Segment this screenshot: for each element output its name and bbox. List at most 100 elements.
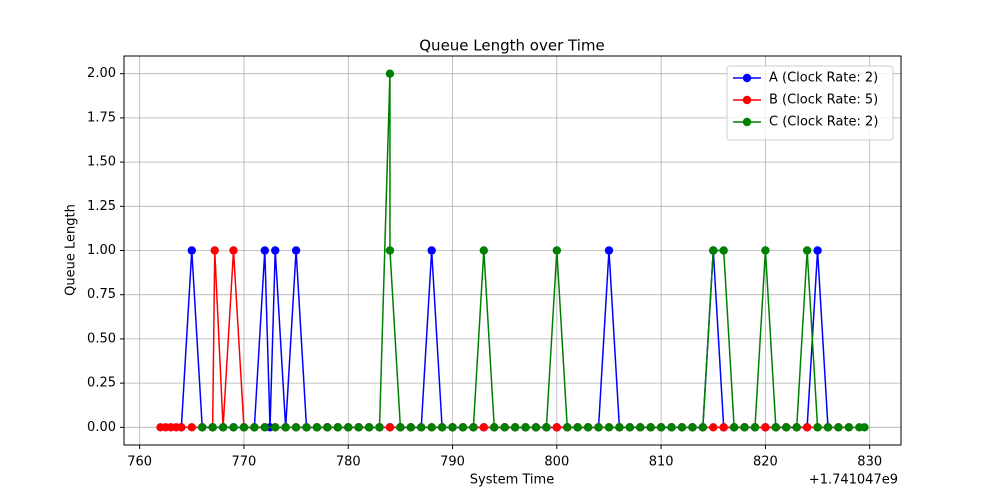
y-axis-label: Queue Length <box>64 204 79 296</box>
data-point <box>510 423 520 432</box>
data-point <box>719 423 728 432</box>
data-point <box>260 246 269 255</box>
data-point <box>177 423 186 432</box>
legend-box <box>726 65 894 141</box>
y-tick-label: 0.00 <box>87 420 116 435</box>
data-point <box>469 423 478 432</box>
data-point <box>646 423 655 432</box>
data-point <box>625 423 635 432</box>
y-tick-label: 2.00 <box>87 66 116 81</box>
legend-label: C (Clock Rate: 2) <box>769 115 878 130</box>
data-point <box>385 423 395 432</box>
data-point <box>792 423 801 432</box>
data-point <box>323 423 332 432</box>
legend-marker <box>742 117 752 127</box>
data-point <box>385 246 395 255</box>
data-point <box>364 423 374 432</box>
data-point <box>458 423 468 432</box>
data-point <box>208 423 217 432</box>
data-point <box>709 423 718 432</box>
y-tick-label: 1.50 <box>87 155 116 170</box>
data-point <box>312 423 322 432</box>
data-point <box>552 246 562 255</box>
data-point <box>594 423 603 432</box>
data-point <box>490 423 499 432</box>
data-point <box>834 423 843 432</box>
data-point <box>729 423 739 432</box>
data-point <box>583 423 593 432</box>
y-tick-label: 1.25 <box>87 199 116 214</box>
data-point <box>479 423 489 432</box>
data-point <box>521 423 530 432</box>
x-tick-label: 790 <box>440 455 465 470</box>
data-point <box>782 423 791 432</box>
data-point <box>604 423 614 432</box>
data-point <box>531 423 541 432</box>
data-point <box>604 246 614 255</box>
y-tick-label: 0.50 <box>87 331 116 346</box>
data-point <box>479 246 489 255</box>
data-point <box>210 246 219 255</box>
data-point <box>750 423 760 432</box>
data-point <box>677 423 687 432</box>
data-point <box>552 423 562 432</box>
x-tick-label: 810 <box>649 455 674 470</box>
data-point <box>761 246 770 255</box>
data-point <box>229 423 238 432</box>
data-point <box>417 423 426 432</box>
data-point <box>187 423 196 432</box>
data-point <box>823 423 833 432</box>
data-point <box>291 246 301 255</box>
data-point <box>573 423 582 432</box>
data-point <box>542 423 551 432</box>
data-point <box>860 423 869 432</box>
y-tick-label: 1.00 <box>87 243 116 258</box>
data-point <box>437 423 447 432</box>
x-tick-label: 830 <box>857 455 882 470</box>
data-point <box>250 423 259 432</box>
x-tick-label: 770 <box>232 455 257 470</box>
legend-marker <box>742 73 752 83</box>
data-point <box>333 423 343 432</box>
y-tick-label: 0.25 <box>87 376 116 391</box>
x-offset-label: +1.741047e9 <box>809 473 898 488</box>
data-point <box>636 423 645 432</box>
legend-label: B (Clock Rate: 5) <box>769 93 878 108</box>
x-tick-label: 820 <box>753 455 778 470</box>
data-point <box>563 423 572 432</box>
data-point <box>761 423 770 432</box>
x-tick-label: 780 <box>336 455 361 470</box>
data-point <box>291 423 301 432</box>
data-point <box>615 423 624 432</box>
data-point <box>198 423 207 432</box>
data-point <box>802 246 812 255</box>
y-tick-label: 1.75 <box>87 110 116 125</box>
data-point <box>375 423 384 432</box>
data-point <box>719 246 728 255</box>
data-point <box>688 423 697 432</box>
data-point <box>396 423 405 432</box>
legend-marker <box>742 95 752 105</box>
data-point <box>281 423 290 432</box>
data-point <box>302 423 311 432</box>
data-point <box>656 423 666 432</box>
data-point <box>802 423 812 432</box>
data-point <box>844 423 854 432</box>
data-point <box>344 423 353 432</box>
data-point <box>813 423 822 432</box>
data-point <box>667 423 676 432</box>
data-point <box>260 423 269 432</box>
data-point <box>771 423 781 432</box>
data-point <box>500 423 509 432</box>
data-point <box>271 246 280 255</box>
data-point <box>448 423 457 432</box>
data-point <box>427 246 436 255</box>
y-tick-label: 0.75 <box>87 287 116 302</box>
data-point <box>354 423 363 432</box>
plot-frame <box>123 55 902 446</box>
data-point <box>229 246 238 255</box>
data-point <box>698 423 708 432</box>
data-point <box>187 246 196 255</box>
data-point <box>385 69 395 78</box>
